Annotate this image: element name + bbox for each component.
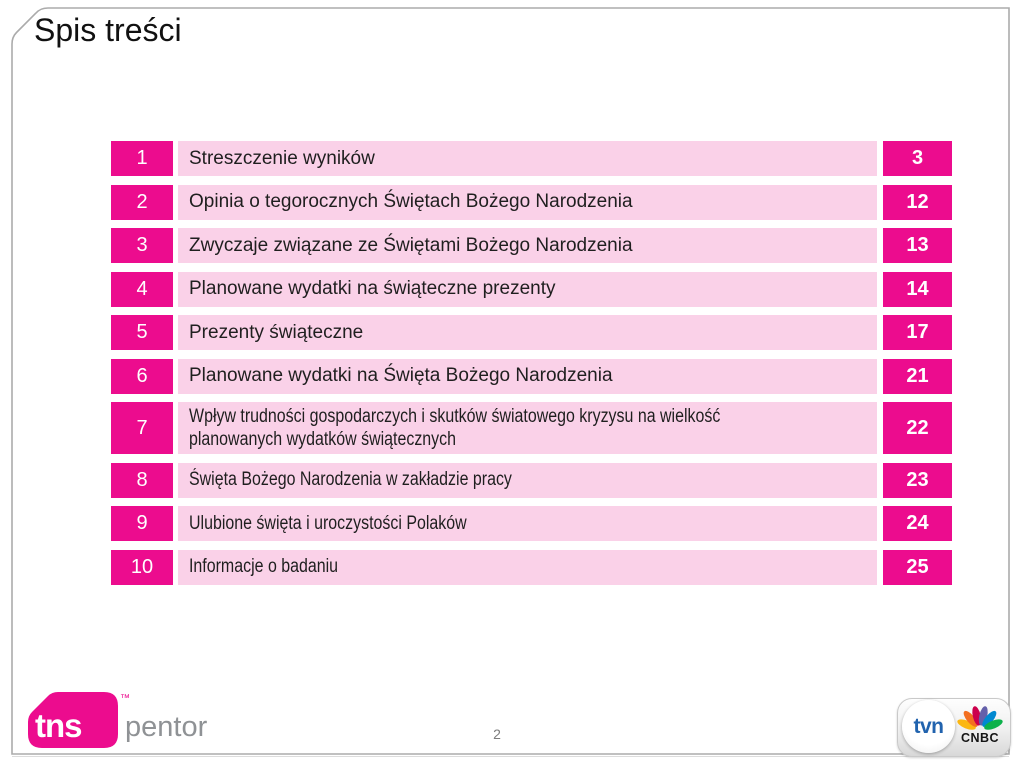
toc-row-number-badge: 3 bbox=[111, 228, 173, 263]
toc-row-title: Planowane wydatki na świąteczne prezenty bbox=[189, 278, 556, 300]
toc-row-title: Planowane wydatki na Święta Bożego Narod… bbox=[189, 365, 613, 387]
toc-row: 3 Zwyczaje związane ze Świętami Bożego N… bbox=[111, 228, 952, 263]
toc-row-title-cell: Ulubione święta i uroczystości Polaków bbox=[178, 506, 877, 541]
toc-row-number-badge: 5 bbox=[111, 315, 173, 350]
toc-row-number-badge: 7 bbox=[111, 402, 173, 454]
toc-row-title-cell: Streszczenie wyników bbox=[178, 141, 877, 176]
cnbc-block: CNBC bbox=[954, 701, 1006, 754]
toc-row-number-badge: 8 bbox=[111, 462, 173, 498]
toc-row-page-badge: 24 bbox=[883, 506, 952, 541]
tns-logo-text: tns bbox=[35, 707, 82, 744]
toc-row-title-cell: Informacje o badaniu bbox=[178, 549, 877, 585]
toc-row-title-cell: Zwyczaje związane ze Świętami Bożego Nar… bbox=[178, 228, 877, 263]
toc-row-title: Opinia o tegorocznych Świętach Bożego Na… bbox=[189, 191, 633, 213]
cnbc-logo-text: CNBC bbox=[960, 731, 1000, 745]
toc-row-title-cell: Planowane wydatki na świąteczne prezenty bbox=[178, 271, 877, 307]
toc-table: 1 Streszczenie wyników 3 2 Opinia o tego… bbox=[111, 141, 952, 593]
toc-row-title-cell: Opinia o tegorocznych Świętach Bożego Na… bbox=[178, 184, 877, 220]
toc-row-title: Zwyczaje związane ze Świętami Bożego Nar… bbox=[189, 234, 633, 256]
pentor-logo-text: pentor bbox=[125, 711, 208, 743]
toc-row-title: Streszczenie wyników bbox=[189, 147, 375, 169]
tns-pentor-logo-svg: tns ™ pentor bbox=[28, 692, 208, 748]
tvn-circle: tvn bbox=[902, 700, 955, 753]
tvn-logo-text: tvn bbox=[913, 714, 945, 738]
toc-row-number-badge: 6 bbox=[111, 358, 173, 394]
toc-row-number-badge: 4 bbox=[111, 271, 173, 307]
toc-row-page-badge: 21 bbox=[883, 358, 952, 394]
toc-row: 4 Planowane wydatki na świąteczne prezen… bbox=[111, 271, 952, 307]
toc-row: 7 Wpływ trudności gospodarczych i skutkó… bbox=[111, 402, 952, 454]
toc-row-title: Wpływ trudności gospodarczych i skutków … bbox=[189, 405, 721, 450]
toc-row-page-badge: 14 bbox=[883, 271, 952, 307]
toc-row-page-badge: 3 bbox=[883, 141, 952, 176]
toc-row-number-badge: 9 bbox=[111, 506, 173, 541]
toc-row: 9 Ulubione święta i uroczystości Polaków… bbox=[111, 506, 952, 541]
nbc-peacock-icon bbox=[957, 706, 1003, 730]
toc-row-number-badge: 10 bbox=[111, 549, 173, 585]
toc-row-page-badge: 23 bbox=[883, 462, 952, 498]
toc-row-title: Prezenty świąteczne bbox=[189, 321, 364, 343]
tvn-cnbc-logo: tvn CNBC bbox=[897, 698, 1011, 757]
toc-row-title-cell: Planowane wydatki na Święta Bożego Narod… bbox=[178, 358, 877, 394]
toc-row-number-badge: 1 bbox=[111, 141, 173, 176]
toc-row-page-badge: 25 bbox=[883, 549, 952, 585]
toc-row-page-badge: 13 bbox=[883, 228, 952, 263]
toc-row-number-badge: 2 bbox=[111, 184, 173, 220]
toc-row-page-badge: 12 bbox=[883, 184, 952, 220]
tns-logo-mark bbox=[28, 692, 118, 748]
toc-row: 6 Planowane wydatki na Święta Bożego Nar… bbox=[111, 358, 952, 394]
toc-row-page-badge: 22 bbox=[883, 402, 952, 454]
toc-row: 5 Prezenty świąteczne 17 bbox=[111, 315, 952, 350]
toc-row: 10 Informacje o badaniu 25 bbox=[111, 549, 952, 585]
slide-page-number: 2 bbox=[493, 726, 501, 742]
trademark-symbol: ™ bbox=[120, 693, 130, 704]
slide-title: Spis treści bbox=[34, 12, 182, 48]
toc-row-title: Informacje o badaniu bbox=[189, 556, 339, 578]
toc-row-page-badge: 17 bbox=[883, 315, 952, 350]
toc-row-title: Ulubione święta i uroczystości Polaków bbox=[189, 512, 467, 534]
toc-row-title-cell: Prezenty świąteczne bbox=[178, 315, 877, 350]
toc-row: 1 Streszczenie wyników 3 bbox=[111, 141, 952, 176]
toc-row: 2 Opinia o tegorocznych Świętach Bożego … bbox=[111, 184, 952, 220]
toc-row: 8 Święta Bożego Narodzenia w zakładzie p… bbox=[111, 462, 952, 498]
toc-row-title: Święta Bożego Narodzenia w zakładzie pra… bbox=[189, 469, 512, 491]
toc-row-title-cell: Wpływ trudności gospodarczych i skutków … bbox=[178, 402, 877, 454]
toc-row-title-cell: Święta Bożego Narodzenia w zakładzie pra… bbox=[178, 462, 877, 498]
tns-pentor-logo: tns ™ pentor bbox=[26, 690, 226, 752]
